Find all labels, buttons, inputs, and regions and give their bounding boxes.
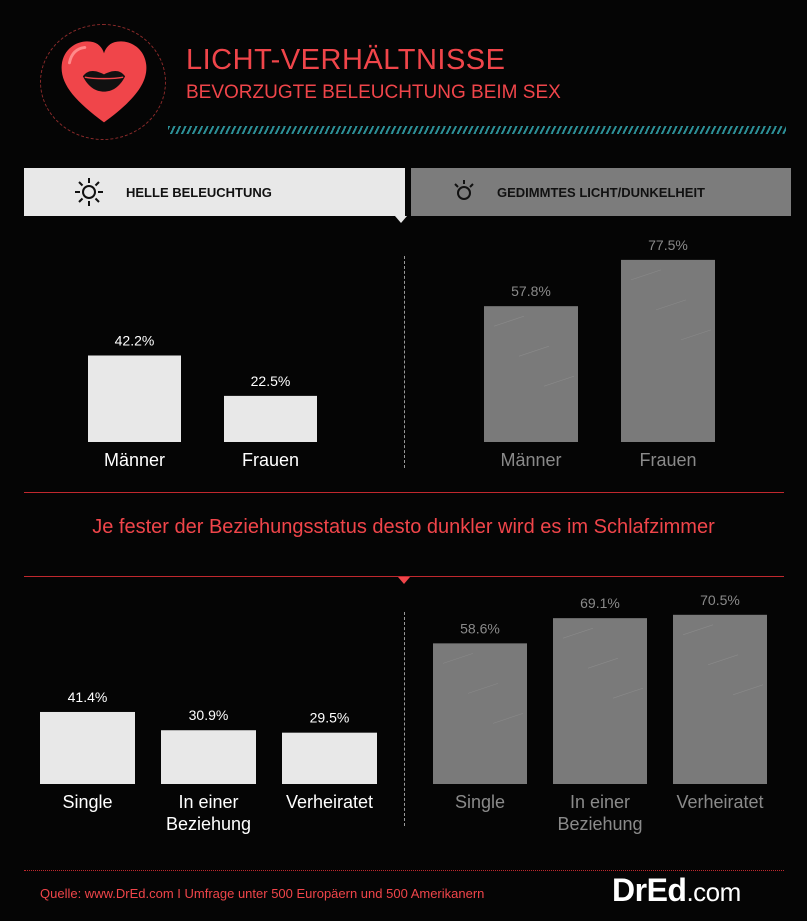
category-label-2-2: Verheiratet [286, 792, 373, 812]
bar-texture [587, 657, 619, 669]
page-subtitle: BEVORZUGTE BELEUCHTUNG BEIM SEX [186, 82, 561, 103]
category-label-1-1: Frauen [639, 450, 696, 470]
category-label-3-1: Beziehung [557, 814, 642, 834]
decorative-hatch-band [168, 126, 786, 134]
heart-highlight [68, 46, 87, 65]
value-label-3-1: 69.1% [580, 595, 620, 611]
category-label-2-1: In einer [178, 792, 238, 812]
category-label-1-0: Männer [500, 450, 561, 470]
footer-divider [24, 870, 784, 871]
tab-bright-pointer [395, 216, 407, 223]
tab-bright-label: HELLE BELEUCHTUNG [126, 184, 272, 200]
bar-0-1 [224, 395, 317, 442]
bar-texture [467, 683, 499, 694]
value-label-3-0: 58.6% [460, 620, 500, 636]
bar-texture [543, 375, 575, 387]
category-label-3-2: Verheiratet [676, 792, 763, 812]
logo-ring [40, 24, 166, 140]
page-title: LICHT-VERHÄLTNISSE [186, 44, 506, 76]
value-label-2-1: 30.9% [189, 707, 229, 723]
value-label-1-1: 77.5% [648, 237, 688, 253]
brand-name: DrEd [612, 872, 687, 908]
bar-texture [682, 624, 714, 636]
bar-3-1 [553, 618, 647, 784]
bar-texture [630, 269, 662, 281]
bar-2-0 [40, 711, 135, 784]
category-label-3-0: Single [455, 792, 505, 812]
bar-texture [518, 345, 550, 357]
category-label-0-1: Frauen [242, 450, 299, 470]
bar-texture [492, 713, 524, 724]
bar-0-0 [88, 355, 181, 442]
heart-lips-logo [61, 41, 147, 123]
brand-logo: DrEd.com [612, 872, 741, 909]
value-label-2-0: 41.4% [68, 689, 108, 705]
bar-1-0 [484, 306, 578, 442]
bottom-vertical-divider [404, 612, 405, 826]
bar-texture [493, 315, 525, 327]
relationship-statement: Je fester der Beziehungsstatus desto dun… [92, 516, 715, 538]
bar-texture [562, 627, 594, 639]
category-label-2-0: Single [62, 792, 112, 812]
lips-icon [82, 70, 126, 92]
bar-texture [732, 684, 764, 696]
tab-dimmed-lighting: GEDIMMTES LICHT/DUNKELHEIT [411, 168, 791, 216]
bar-2-2 [282, 732, 377, 784]
bar-texture [442, 653, 474, 664]
dimmed-sun-icon [454, 180, 474, 200]
value-label-0-0: 42.2% [115, 332, 155, 348]
sun-icon [75, 178, 103, 206]
category-label-3-1: In einer [570, 792, 630, 812]
brand-suffix: .com [686, 877, 741, 907]
bar-3-0 [433, 643, 527, 784]
value-label-0-1: 22.5% [251, 373, 291, 389]
bar-3-2 [673, 614, 767, 784]
top-red-divider [24, 492, 784, 493]
bar-1-1 [621, 259, 715, 442]
tab-bright-lighting: HELLE BELEUCHTUNG [24, 168, 405, 216]
tab-dim-label: GEDIMMTES LICHT/DUNKELHEIT [497, 184, 705, 200]
bar-texture [655, 299, 687, 311]
value-label-1-0: 57.8% [511, 283, 551, 299]
bar-2-1 [161, 730, 256, 784]
bar-texture [612, 687, 644, 699]
middle-red-divider [24, 576, 784, 577]
top-vertical-divider [404, 256, 405, 468]
value-label-3-2: 70.5% [700, 592, 740, 608]
category-label-0-0: Männer [104, 450, 165, 470]
middle-red-pointer [398, 577, 410, 584]
category-label-2-1: Beziehung [166, 814, 251, 834]
bar-texture [680, 329, 712, 341]
value-label-2-2: 29.5% [310, 710, 350, 726]
bar-texture [707, 654, 739, 666]
source-note: Quelle: www.DrEd.com I Umfrage unter 500… [40, 886, 485, 901]
